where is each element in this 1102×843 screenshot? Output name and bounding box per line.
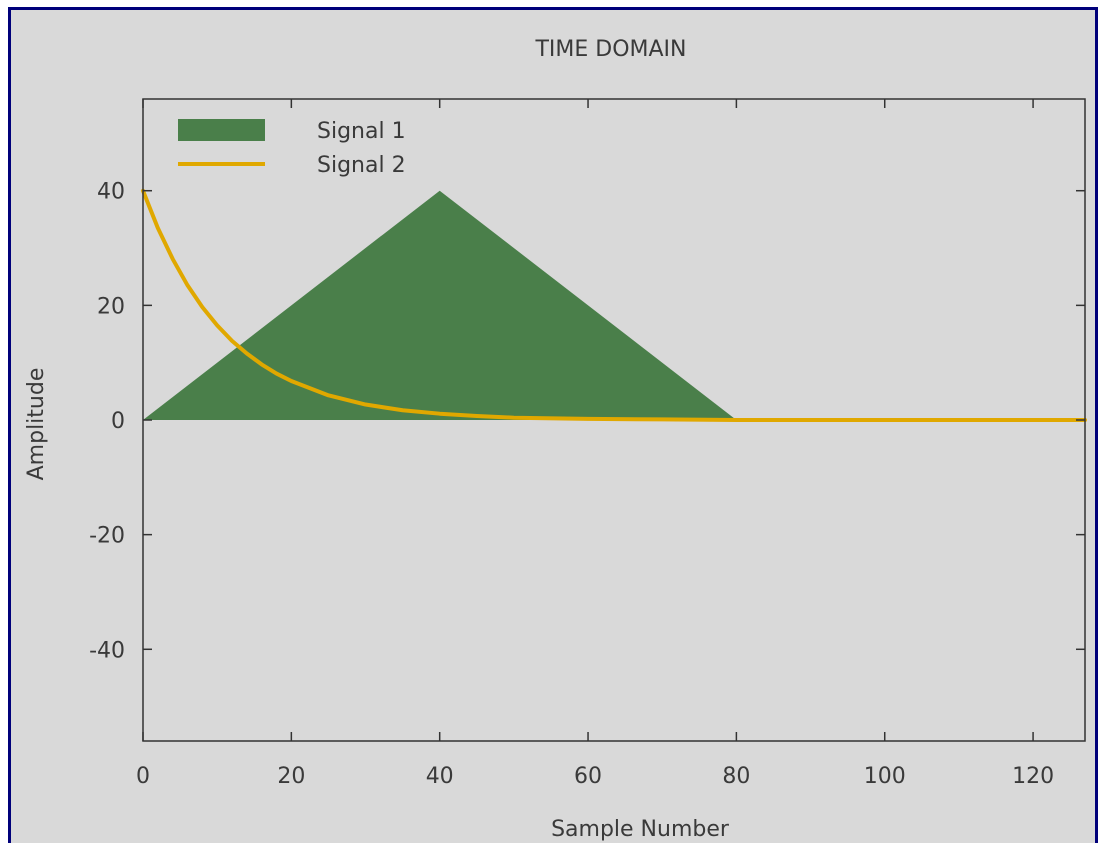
y-tick-label: 0 (111, 409, 125, 434)
x-tick-label: 20 (277, 764, 305, 789)
series-signal-1-area (143, 190, 1085, 420)
x-tick-label: 80 (722, 764, 750, 789)
y-axis-label: Amplitude (24, 368, 49, 481)
x-tick-label: 60 (574, 764, 602, 789)
legend-swatch-signal-1 (178, 119, 265, 141)
legend: Signal 1 Signal 2 (178, 119, 406, 178)
x-tick-label: 0 (136, 764, 150, 789)
chart-frame: TIME DOMAIN 0 20 40 60 80 100 120 -40 -20 0 20 40 S… (8, 7, 1098, 843)
axis-ticks: 0 20 40 60 80 100 120 -40 -20 0 20 40 (89, 99, 1085, 789)
y-tick-label: 20 (97, 294, 125, 319)
x-axis-label: Sample Number (551, 817, 730, 842)
y-tick-label: -20 (89, 524, 125, 549)
time-domain-chart: TIME DOMAIN 0 20 40 60 80 100 120 -40 -20 0 20 40 S… (24, 37, 1087, 842)
series-layer (141, 188, 1087, 422)
chart-title: TIME DOMAIN (534, 37, 686, 62)
series-signal-2-line (141, 188, 1087, 422)
legend-label-2: Signal 2 (317, 153, 406, 178)
x-tick-label: 120 (1012, 764, 1054, 789)
x-tick-label: 100 (864, 764, 906, 789)
legend-label-1: Signal 1 (317, 119, 406, 144)
x-tick-label: 40 (426, 764, 454, 789)
y-tick-label: -40 (89, 638, 125, 663)
y-tick-label: 40 (97, 180, 125, 205)
